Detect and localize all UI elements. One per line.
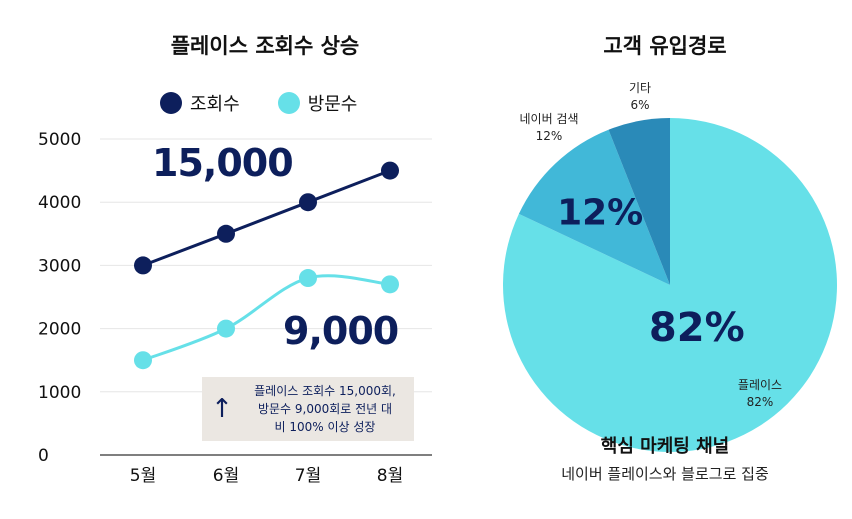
note-line: 플레이스 조회수 15,000회, — [254, 384, 396, 398]
legend-label-views: 조회수 — [190, 94, 240, 115]
legend-item-views: 조회수 — [160, 90, 240, 116]
core-channel-title: 핵심 마케팅 채널 — [600, 436, 730, 457]
pie-slice-name-label: 플레이스 — [738, 378, 782, 392]
data-point-views — [299, 193, 317, 212]
data-point-visits — [134, 351, 152, 370]
y-tick-label: 2000 — [38, 320, 81, 340]
y-tick-label: 3000 — [38, 256, 81, 276]
pie-slice-big-label: 82% — [649, 305, 745, 351]
legend-label-visits: 방문수 — [307, 94, 358, 115]
x-tick-label: 6월 — [213, 466, 239, 486]
pie-chart-title: 고객 유입경로 — [603, 34, 727, 58]
pie-slice-value-label: 6% — [630, 98, 649, 112]
data-point-views — [217, 224, 235, 243]
data-point-visits — [217, 319, 235, 338]
series-line-views — [142, 169, 391, 267]
x-tick-label: 8월 — [377, 466, 403, 486]
x-tick-label: 5월 — [130, 466, 156, 486]
views-total-label: 15,000 — [152, 141, 294, 185]
legend-dot-visits — [277, 92, 300, 114]
visits-total-label: 9,000 — [283, 309, 399, 353]
series-line-visits — [142, 274, 391, 362]
pie-slice-big-label: 12% — [557, 193, 643, 234]
line-chart-legend: 조회수 방문수 — [160, 90, 395, 116]
x-tick-label: 7월 — [295, 466, 321, 486]
data-point-views — [381, 161, 399, 180]
legend-dot-views — [160, 92, 182, 114]
pie-slice — [518, 129, 670, 285]
pie-slice — [608, 118, 670, 285]
note-line: 비 100% 이상 성장 — [274, 420, 376, 434]
y-tick-label: 4000 — [38, 193, 81, 213]
y-tick-label: 5000 — [38, 130, 81, 150]
note-line: 방문수 9,000회로 전년 대 — [257, 402, 393, 416]
pie-slice-value-label: 12% — [536, 129, 563, 143]
pie-slice-name-label: 네이버 검색 — [519, 112, 578, 126]
data-point-visits — [299, 269, 317, 288]
data-point-views — [134, 256, 152, 275]
up-arrow-icon: ↑ — [211, 394, 233, 424]
growth-note-text: 플레이스 조회수 15,000회, 방문수 9,000회로 전년 대 비 100… — [242, 382, 408, 436]
pie-slice-name-label: 기타 — [629, 81, 651, 95]
data-point-visits — [381, 275, 399, 294]
pie-slice-value-label: 82% — [747, 395, 774, 409]
y-tick-label: 0 — [38, 446, 49, 466]
y-tick-label: 1000 — [38, 383, 81, 403]
core-channel-subtitle: 네이버 플레이스와 블로그로 집중 — [561, 465, 769, 483]
legend-item-visits: 방문수 — [277, 90, 358, 116]
growth-note-box: ↑ 플레이스 조회수 15,000회, 방문수 9,000회로 전년 대 비 1… — [202, 377, 414, 441]
line-chart-title: 플레이스 조회수 상승 — [170, 34, 360, 58]
